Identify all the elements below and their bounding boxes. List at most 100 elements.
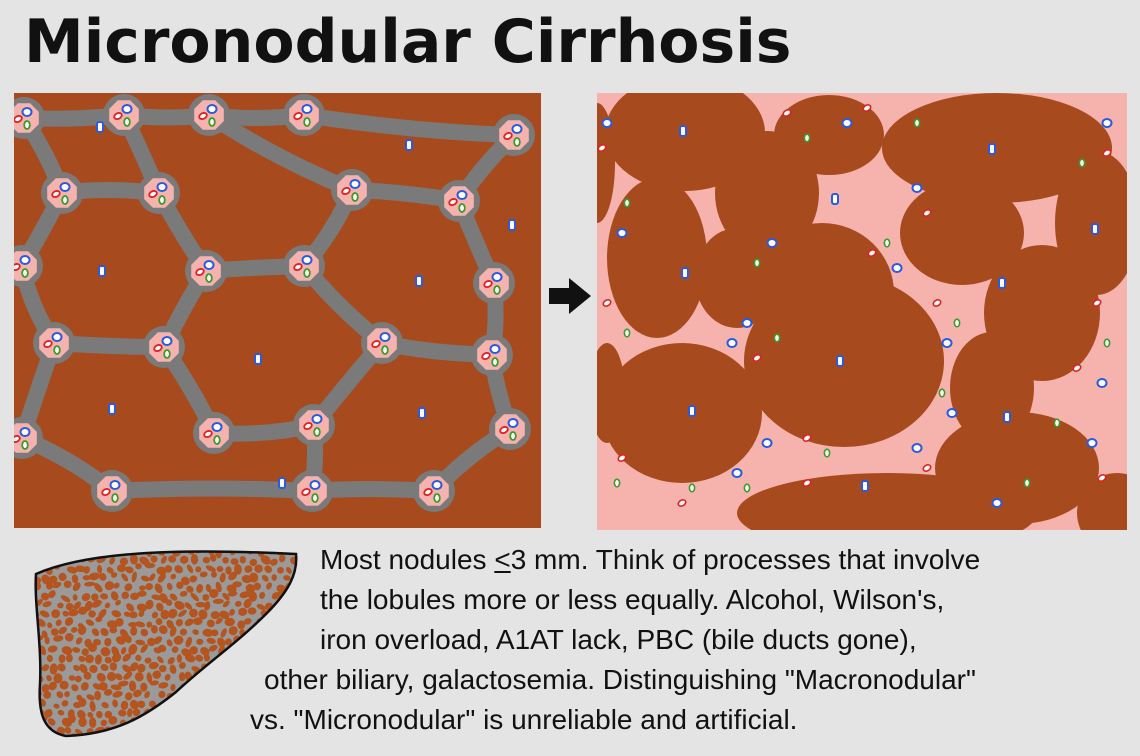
portal-vein-icon (761, 438, 773, 448)
bile-duct-icon (773, 333, 781, 343)
micronodule (189, 608, 198, 618)
hepatic-artery-icon (148, 190, 158, 198)
micronodule (233, 654, 245, 662)
micronodule (210, 571, 217, 578)
micronodule (219, 572, 226, 583)
micronodule (176, 727, 185, 736)
micronodule (83, 671, 92, 680)
micronodule (42, 601, 52, 608)
micronodule (126, 603, 135, 612)
micronodule (98, 608, 107, 619)
regenerative-nodule (607, 178, 707, 338)
micronodule (106, 567, 114, 574)
micronodule (115, 599, 121, 606)
micronodule (261, 574, 269, 582)
micronodule (137, 663, 146, 673)
micronodule (189, 646, 198, 655)
micronodule (109, 662, 118, 671)
central-vein-icon (418, 407, 426, 419)
micronodule (100, 627, 109, 637)
micronodule (186, 585, 194, 593)
micronodule (94, 654, 102, 665)
bile-duct-icon (313, 427, 321, 437)
bile-duct-icon (205, 273, 213, 283)
micronodule (155, 618, 163, 626)
portal-vein-icon (1086, 438, 1098, 448)
portal-vein-icon (616, 228, 628, 238)
portal-triad (419, 476, 449, 506)
micronodule (26, 546, 34, 556)
micronodule (113, 582, 120, 589)
micronodule (150, 624, 158, 634)
hepatic-artery-icon (597, 144, 607, 152)
micronodule (95, 551, 103, 554)
micronodule (89, 717, 97, 729)
micronodule (244, 565, 253, 573)
micronodule (139, 556, 150, 566)
micronodule (130, 735, 140, 736)
micronodule (44, 636, 50, 645)
micronodule (260, 555, 271, 565)
bile-duct-icon (208, 117, 216, 127)
micronodule (68, 551, 75, 557)
micronodule (222, 600, 230, 608)
micronodule (209, 553, 217, 562)
micronodule (91, 628, 100, 637)
micronodule (203, 725, 213, 733)
micronodule (140, 575, 150, 582)
micronodule (35, 681, 40, 688)
micronodule (61, 646, 73, 655)
micronodule (237, 727, 246, 736)
hepatic-artery-icon (802, 479, 812, 487)
micronodule (176, 654, 182, 663)
micronodule (88, 610, 96, 618)
micronodule (96, 672, 106, 682)
micronodule (140, 682, 148, 692)
regenerative-nodule (737, 473, 1037, 530)
bile-duct-icon (381, 345, 389, 355)
portal-triad (499, 120, 529, 150)
portal-vein-icon (19, 427, 31, 437)
portal-triad (289, 100, 319, 130)
micronodule (243, 648, 250, 655)
micronodule (151, 594, 163, 601)
bile-duct-icon (21, 268, 29, 278)
central-vein-icon (1091, 223, 1099, 235)
regenerative-nodule (882, 93, 1112, 203)
micronodule (64, 726, 72, 734)
micronodule (195, 711, 202, 720)
bile-duct-icon (351, 192, 359, 202)
hepatic-artery-icon (198, 112, 208, 120)
central-vein-icon (405, 139, 413, 151)
micronodule (36, 728, 43, 736)
micronodule (82, 736, 93, 740)
micronodule (198, 697, 208, 709)
caption-line-5: vs. "Micronodular" is unreliable and art… (250, 704, 798, 735)
micronodule (104, 710, 113, 719)
micronodule (125, 692, 133, 701)
micronodule (178, 609, 187, 617)
regenerative-nodule (597, 103, 615, 223)
micronodule (35, 727, 37, 736)
portal-triad (337, 175, 367, 205)
micronodule (154, 583, 163, 594)
micronodule (57, 709, 65, 716)
micronodule (135, 654, 142, 662)
micronodule (144, 657, 152, 664)
micronodule (259, 591, 266, 599)
micronodule (100, 647, 111, 657)
micronodule (204, 692, 213, 702)
micronodule (170, 735, 182, 740)
central-vein-icon (836, 355, 844, 367)
micronodule (239, 591, 250, 599)
micronodule (117, 564, 126, 573)
micronodule (196, 638, 204, 645)
fibrosis-network-svg (14, 94, 535, 512)
micronodule (26, 672, 34, 680)
micronodule (51, 609, 61, 619)
micronodule (39, 645, 47, 656)
micronodule (72, 594, 78, 601)
micronodule (174, 600, 185, 610)
bile-duct-icon (953, 318, 961, 328)
micronodule (100, 735, 109, 740)
